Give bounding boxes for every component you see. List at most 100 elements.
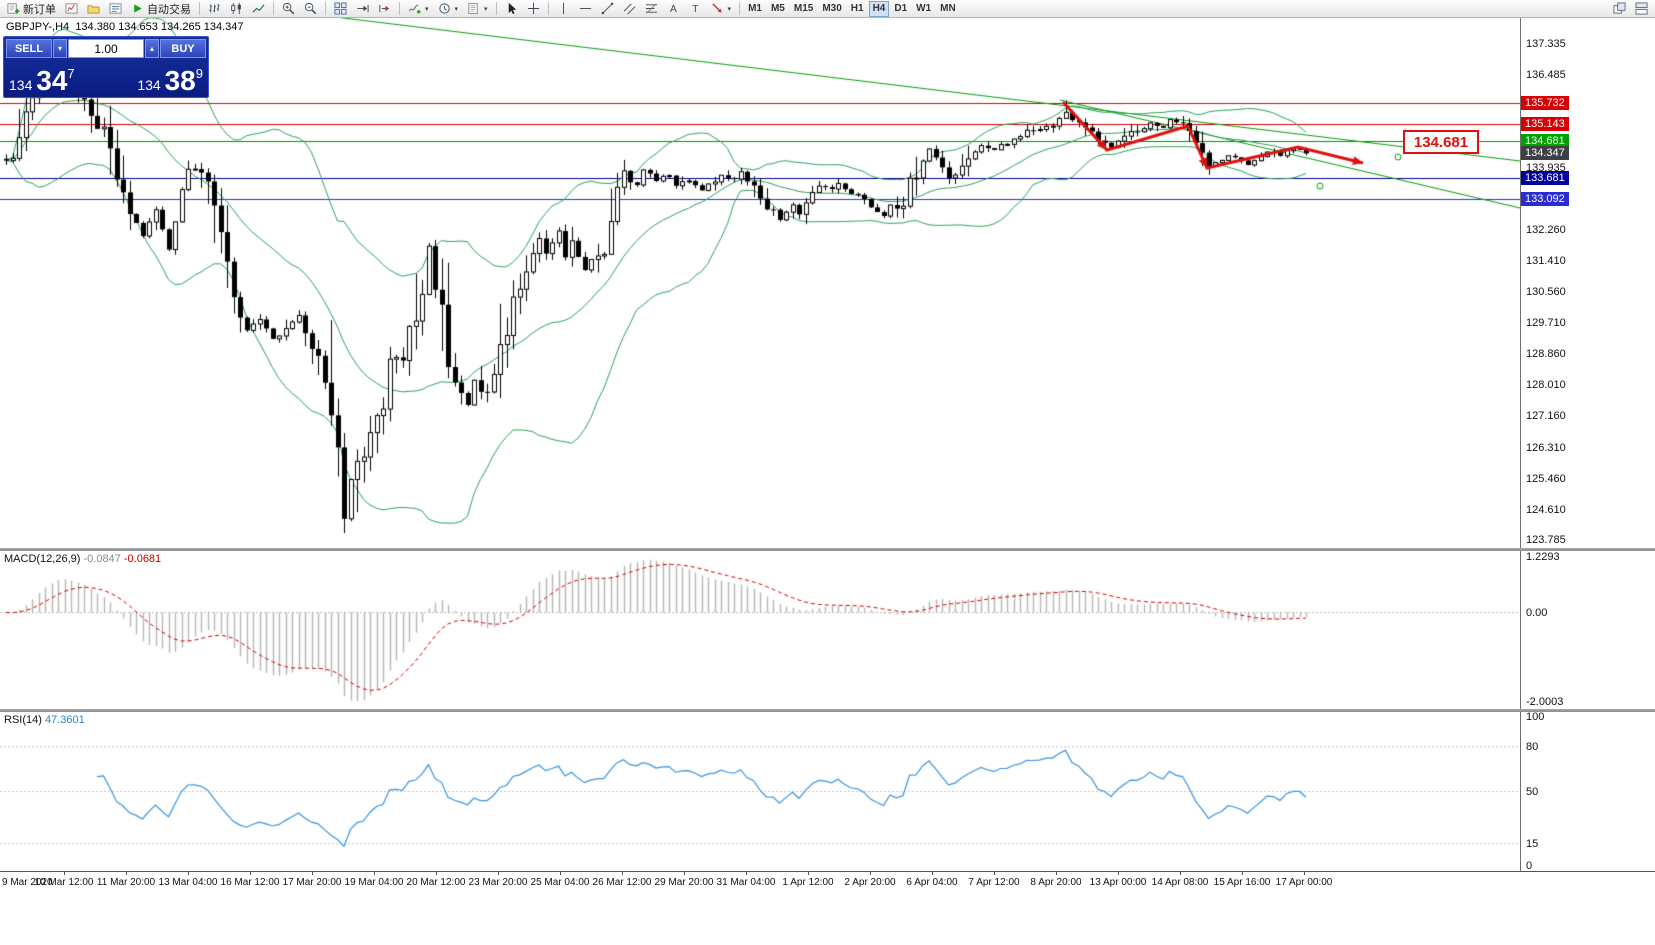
time-axis-tick xyxy=(808,872,809,875)
tile-horizontally-button[interactable] xyxy=(1631,1,1652,17)
tile-horizontally-icon xyxy=(1635,2,1648,15)
trendline-icon xyxy=(601,2,613,15)
crosshair-button[interactable] xyxy=(523,1,544,17)
buy-button[interactable]: BUY xyxy=(160,39,206,58)
crosshair-icon xyxy=(527,2,539,15)
arrows-tool-button[interactable]: ▾ xyxy=(707,1,736,17)
time-axis-tick xyxy=(250,872,251,875)
periods-button[interactable]: ▾ xyxy=(434,1,463,17)
timeframe-mn-button[interactable]: MN xyxy=(936,1,960,17)
new-chart-button[interactable] xyxy=(61,1,82,17)
rsi-axis-label: 100 xyxy=(1526,711,1545,723)
time-axis-tick xyxy=(1056,872,1057,875)
sell-button[interactable]: SELL xyxy=(6,39,52,58)
auto-scroll-button[interactable] xyxy=(352,1,373,17)
fibonacci-button[interactable] xyxy=(641,1,662,17)
timeframe-h4-button[interactable]: H4 xyxy=(868,0,890,17)
buy-price-point: 9 xyxy=(195,66,203,81)
macd-indicator-canvas[interactable] xyxy=(0,551,1520,709)
price-axis-label: 125.460 xyxy=(1526,472,1566,485)
arrow-tool-icon xyxy=(711,3,722,13)
text-tool-button[interactable]: A xyxy=(663,1,684,17)
chevron-down-icon: ▾ xyxy=(727,5,732,13)
price-axis-label: 131.410 xyxy=(1526,254,1566,267)
timeframe-w1-button[interactable]: W1 xyxy=(912,1,935,17)
chevron-down-icon: ▾ xyxy=(425,5,429,13)
time-axis-label: 1 Apr 12:00 xyxy=(782,877,834,888)
macd-label: MACD(12,26,9) -0.0847 -0.0681 xyxy=(4,553,161,565)
time-axis[interactable] xyxy=(0,871,1655,897)
zoom-out-button[interactable] xyxy=(300,1,321,17)
cursor-button[interactable] xyxy=(501,1,522,17)
price-axis-label: 124.610 xyxy=(1526,503,1566,516)
buy-price-display[interactable]: 134 389 xyxy=(137,67,203,95)
vertical-line-icon xyxy=(562,2,564,15)
toolbar: 新订单 自动交易 xyxy=(0,0,1655,18)
chevron-down-icon: ▾ xyxy=(454,5,459,13)
timeframe-m30-button[interactable]: M30 xyxy=(818,1,845,17)
vertical-line-button[interactable] xyxy=(553,1,574,17)
timeframe-m5-button[interactable]: M5 xyxy=(767,1,789,17)
toolbar-separator xyxy=(325,2,326,15)
svg-text:T: T xyxy=(692,4,698,15)
price-axis-badge: 135.143 xyxy=(1521,117,1569,132)
time-axis-tick xyxy=(746,872,747,875)
channel-button[interactable] xyxy=(619,1,640,17)
timeframe-m1-button[interactable]: M1 xyxy=(744,1,766,17)
zoom-in-button[interactable] xyxy=(278,1,299,17)
time-axis-label: 11 Mar 20:00 xyxy=(96,877,156,888)
time-axis-label: 10 Mar 12:00 xyxy=(34,877,94,888)
up-arrow-icon: ▴ xyxy=(149,44,154,53)
main-chart-canvas[interactable] xyxy=(0,18,1520,548)
autotrading-button[interactable]: 自动交易 xyxy=(127,1,195,17)
trendline-button[interactable] xyxy=(597,1,618,17)
profiles-button[interactable] xyxy=(83,1,104,17)
label-tool-button[interactable]: T xyxy=(685,1,706,17)
macd-panel-splitter[interactable] xyxy=(0,548,1655,551)
rsi-axis-label: 80 xyxy=(1526,740,1539,753)
tile-windows-icon xyxy=(334,2,347,15)
new-order-button[interactable]: 新订单 xyxy=(3,1,60,17)
price-annotation-box[interactable]: 134.681 xyxy=(1403,130,1479,154)
time-axis-label: 2 Apr 20:00 xyxy=(844,877,896,888)
rsi-panel-splitter[interactable] xyxy=(0,709,1655,712)
time-axis-label: 15 Apr 16:00 xyxy=(1213,877,1271,888)
horizontal-line-icon xyxy=(579,8,591,9)
timeframe-h1-button[interactable]: H1 xyxy=(847,1,868,17)
zoom-out-icon xyxy=(304,2,317,15)
candlestick-chart-button[interactable] xyxy=(226,1,247,17)
rsi-axis-label: 0 xyxy=(1526,860,1533,872)
tile-windows-button[interactable] xyxy=(330,1,351,17)
macd-name: MACD(12,26,9) xyxy=(4,553,81,565)
rsi-label: RSI(14) 47.3601 xyxy=(4,714,85,726)
line-chart-button[interactable] xyxy=(248,1,269,17)
market-watch-button[interactable] xyxy=(105,1,126,17)
svg-text:A: A xyxy=(670,4,677,15)
chart-ohlc-header: GBPJPY-,H4 134.380 134.653 134.265 134.3… xyxy=(6,21,244,33)
horizontal-line-button[interactable] xyxy=(575,1,596,17)
time-axis-tick xyxy=(64,872,65,875)
time-axis-tick xyxy=(1118,872,1119,875)
indicators-icon xyxy=(408,4,421,14)
volume-input[interactable] xyxy=(68,39,144,58)
bar-chart-button[interactable] xyxy=(204,1,225,17)
time-axis-label: 26 Mar 12:00 xyxy=(592,877,652,888)
periods-clock-icon xyxy=(438,3,450,14)
volume-decrease-button[interactable]: ▾ xyxy=(53,39,67,58)
sell-price-display[interactable]: 134 347 xyxy=(9,67,75,95)
down-arrow-icon: ▾ xyxy=(57,44,62,53)
time-axis-tick xyxy=(188,872,189,875)
templates-icon xyxy=(468,2,478,15)
timeframe-d1-button[interactable]: D1 xyxy=(890,1,911,17)
indicators-button[interactable]: ▾ xyxy=(404,1,433,17)
chart-shift-button[interactable] xyxy=(374,1,395,17)
rsi-indicator-canvas[interactable] xyxy=(0,712,1520,871)
cascade-windows-button[interactable] xyxy=(1609,1,1630,17)
volume-increase-button[interactable]: ▴ xyxy=(145,39,159,58)
time-axis-tick xyxy=(498,872,499,875)
templates-button[interactable]: ▾ xyxy=(463,1,492,17)
time-axis-label: 19 Mar 04:00 xyxy=(344,877,404,888)
timeframe-m15-button[interactable]: M15 xyxy=(790,1,817,17)
bar-chart-icon xyxy=(209,3,220,13)
